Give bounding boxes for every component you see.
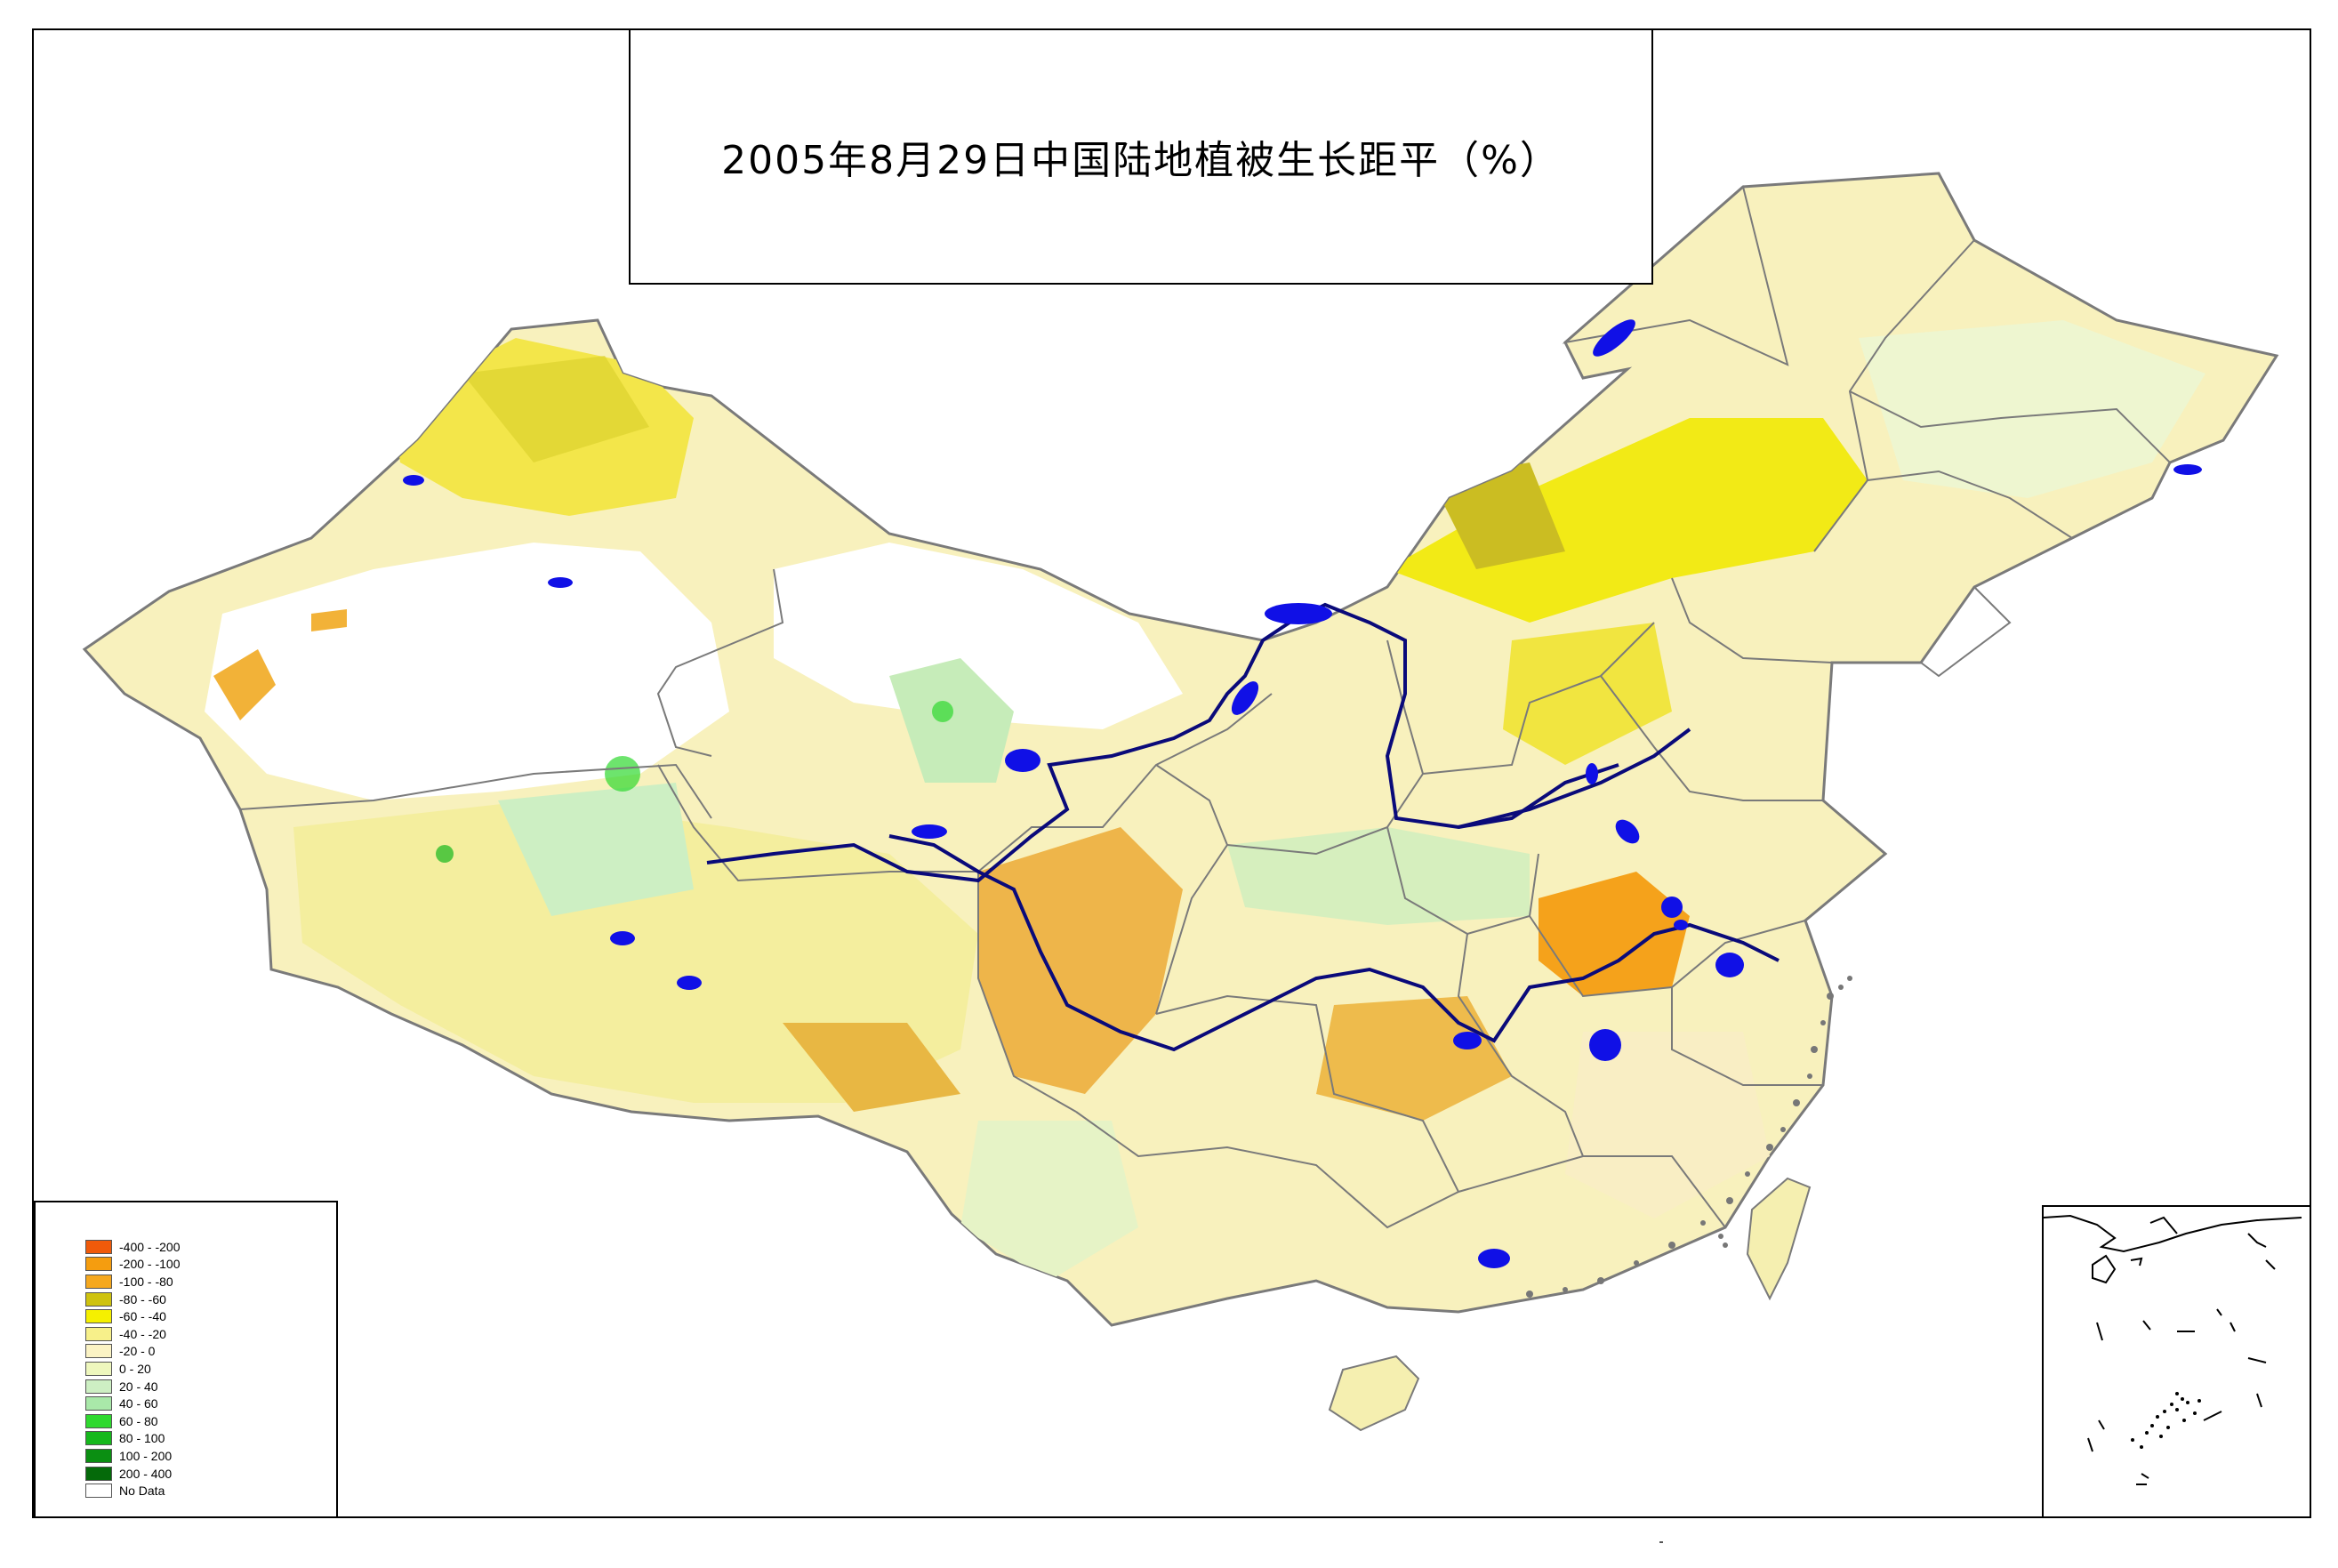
legend-label: -100 - -80 <box>119 1274 173 1289</box>
legend-label: -80 - -60 <box>119 1291 166 1307</box>
yangtze-river <box>888 834 1780 1052</box>
legend-label: 80 - 100 <box>119 1431 165 1446</box>
legend-label: -400 - -200 <box>119 1239 181 1254</box>
legend-item: 80 - 100 <box>85 1430 336 1448</box>
northeast-region <box>1562 185 1789 366</box>
legend-label: 100 - 200 <box>119 1448 173 1463</box>
legend-label: -20 - 0 <box>119 1344 156 1359</box>
legend-item: -40 - -20 <box>85 1325 336 1343</box>
legend-swatch <box>85 1431 112 1446</box>
legend-swatch <box>85 1379 112 1394</box>
legend-swatch <box>85 1466 112 1481</box>
title-box: 2005年8月29日中国陆地植被生长距平（%） <box>629 28 1653 285</box>
legend-label: -40 - -20 <box>119 1326 166 1341</box>
legend-item: 60 - 80 <box>85 1412 336 1430</box>
legend-item: 0 - 20 <box>85 1360 336 1378</box>
inset-map <box>2043 1214 2302 1485</box>
legend-swatch <box>85 1309 112 1324</box>
legend-swatch <box>85 1361 112 1376</box>
legend-label: 200 - 400 <box>119 1466 173 1481</box>
legend-swatch <box>85 1274 112 1289</box>
legend-swatch <box>85 1239 112 1254</box>
legend-label: 40 - 60 <box>119 1396 158 1411</box>
legend-label: -60 - -40 <box>119 1309 166 1324</box>
legend-label: 60 - 80 <box>119 1413 158 1428</box>
lakes <box>403 319 2202 1268</box>
legend-swatch <box>85 1257 112 1272</box>
legend-swatch <box>85 1344 112 1359</box>
legend-item: 40 - 60 <box>85 1395 336 1412</box>
islands <box>1328 1177 1812 1432</box>
legend-swatch <box>85 1484 112 1499</box>
legend-swatch <box>85 1291 112 1307</box>
legend-item: -400 - -200 <box>85 1238 336 1256</box>
legend-label: -200 - -100 <box>119 1257 181 1272</box>
legend-swatch <box>85 1326 112 1341</box>
map-title: 2005年8月29日中国陆地植被生长距平（%） <box>721 138 1561 183</box>
legend-item: No Data <box>85 1482 336 1500</box>
legend-label: 0 - 20 <box>119 1361 151 1376</box>
hainan-island <box>1328 1355 1420 1432</box>
legend-item: 20 - 40 <box>85 1378 336 1395</box>
legend-swatch <box>85 1396 112 1411</box>
taiwan-island <box>1746 1177 1812 1301</box>
legend-item: -100 - -80 <box>85 1273 336 1291</box>
legend-swatch <box>85 1448 112 1463</box>
yellow-river <box>706 602 1691 883</box>
legend-swatch <box>85 1413 112 1428</box>
legend-item: -200 - -100 <box>85 1256 336 1274</box>
stray-mark <box>1659 1541 1663 1543</box>
legend-item: -20 - 0 <box>85 1343 336 1361</box>
legend-item: 200 - 400 <box>85 1465 336 1483</box>
south-china-sea-inset <box>2042 1205 2311 1518</box>
legend-item: -80 - -60 <box>85 1291 336 1308</box>
legend-item: 100 - 200 <box>85 1447 336 1465</box>
legend-label: No Data <box>119 1484 165 1499</box>
legend-label: 20 - 40 <box>119 1379 158 1394</box>
legend-item: -60 - -40 <box>85 1307 336 1325</box>
coastline-islets <box>1526 976 1852 1298</box>
legend-box: -400 - -200 -200 - -100 -100 - -80 -80 - -6… <box>34 1201 338 1518</box>
